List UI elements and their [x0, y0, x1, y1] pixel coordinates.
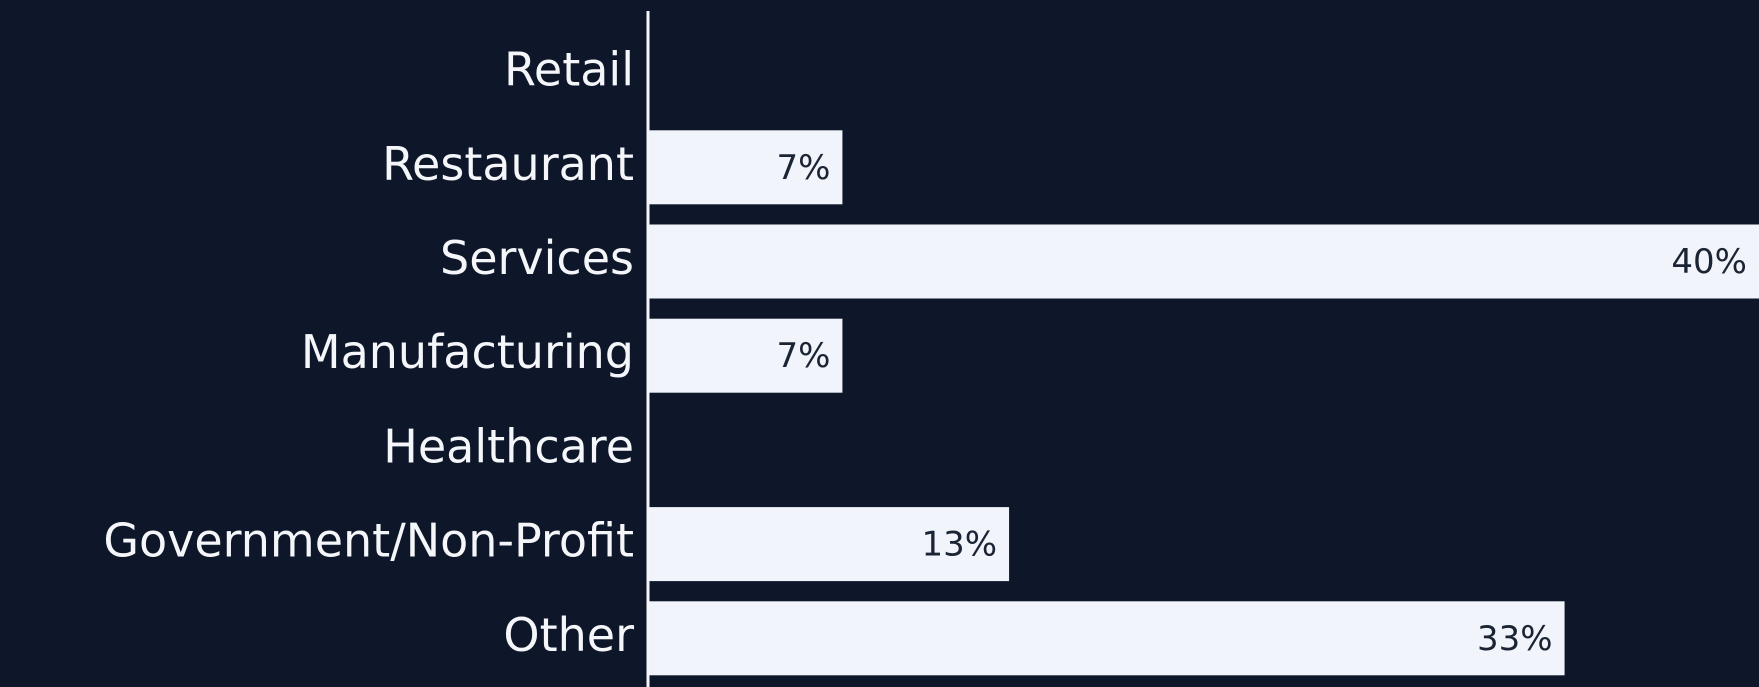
bar: [648, 601, 1565, 676]
value-label: 33%: [1477, 619, 1553, 659]
value-label: 7%: [776, 148, 830, 188]
bar: [648, 318, 843, 393]
bar: [648, 507, 1010, 582]
bar: [648, 130, 843, 205]
value-label: 13%: [921, 525, 997, 565]
category-label: Other: [503, 608, 634, 662]
category-label: Government/Non-Profit: [103, 514, 634, 568]
category-label: Healthcare: [383, 419, 634, 473]
category-label: Retail: [504, 43, 634, 97]
value-label: 7%: [776, 336, 830, 376]
category-label: Services: [440, 231, 634, 285]
bar: [648, 224, 1759, 299]
value-label: 40%: [1671, 242, 1747, 282]
category-label: Manufacturing: [301, 325, 634, 379]
category-label: Restaurant: [382, 137, 634, 191]
